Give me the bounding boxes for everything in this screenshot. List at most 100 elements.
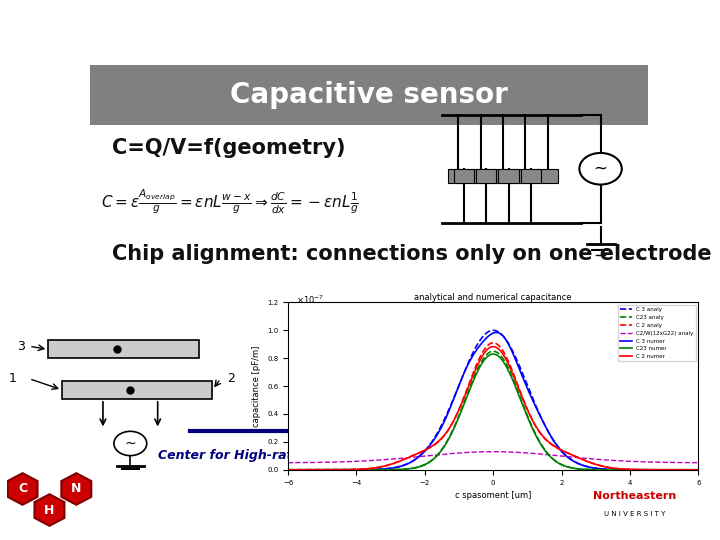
Bar: [90, 431, 648, 481]
C 2 analy: [528, 418, 537, 425]
C 3 numer: [479, 339, 487, 345]
X-axis label: c spasoment [um]: c spasoment [um]: [455, 491, 531, 500]
C23 numer: [621, 467, 629, 473]
C 3 analy: [528, 396, 537, 402]
C 3 numer: [685, 467, 693, 473]
C2/W(12xG22) analy: [507, 449, 516, 455]
C2/W(12xG22) analy: [284, 460, 292, 466]
Circle shape: [580, 153, 622, 185]
C23 analy: [507, 370, 516, 377]
FancyBboxPatch shape: [493, 168, 513, 183]
Text: N: N: [71, 482, 81, 496]
C 3 analy: [481, 330, 490, 337]
C 2 analy: [694, 467, 703, 473]
Text: U N I V E R S I T Y: U N I V E R S I T Y: [603, 511, 665, 517]
C 2 analy: [479, 348, 487, 355]
FancyBboxPatch shape: [521, 168, 541, 183]
Line: C2/W(12xG22) analy: C2/W(12xG22) analy: [288, 451, 698, 463]
C 3 analy: [488, 327, 497, 334]
Text: 1: 1: [9, 372, 17, 385]
Line: C 2 numer: C 2 numer: [288, 347, 698, 470]
C 3 analy: [507, 345, 516, 351]
C 3 analy: [694, 467, 703, 473]
Circle shape: [114, 431, 147, 456]
Text: Center for High-rate Nanomanufacturing: Center for High-rate Nanomanufacturing: [158, 449, 446, 462]
C23 analy: [481, 353, 490, 359]
C 2 numer: [694, 467, 703, 473]
C 3 numer: [528, 398, 537, 404]
C2/W(12xG22) analy: [685, 460, 693, 466]
FancyBboxPatch shape: [48, 340, 199, 359]
Text: 3: 3: [17, 340, 24, 353]
Text: $C = \varepsilon \frac{A_{overlap}}{g} = \varepsilon n L \frac{w - x}{g} \Righta: $C = \varepsilon \frac{A_{overlap}}{g} =…: [101, 187, 359, 217]
FancyBboxPatch shape: [449, 168, 468, 183]
C 2 analy: [507, 364, 516, 370]
C 2 numer: [481, 348, 490, 355]
C 3 numer: [507, 346, 516, 352]
Text: C=Q/V=f(geometry): C=Q/V=f(geometry): [112, 138, 346, 158]
Text: ~: ~: [593, 160, 608, 178]
C23 analy: [488, 348, 497, 354]
Legend: C 3 analy, C23 analy, C 2 analy, C2/W(12xG22) analy, C 3 numer, C23 numer, C 2 n: C 3 analy, C23 analy, C 2 analy, C2/W(12…: [618, 305, 696, 361]
Line: C 3 numer: C 3 numer: [288, 333, 698, 470]
C 3 numer: [492, 329, 500, 336]
C 3 numer: [694, 467, 703, 473]
C 2 analy: [685, 467, 693, 473]
C 2 analy: [621, 466, 629, 472]
C 3 analy: [621, 467, 629, 473]
C 3 numer: [284, 467, 292, 473]
C 2 analy: [488, 340, 497, 346]
C 3 analy: [479, 333, 487, 340]
C23 numer: [507, 373, 516, 379]
C 3 analy: [284, 467, 292, 473]
FancyBboxPatch shape: [454, 168, 474, 183]
C23 numer: [694, 467, 703, 473]
C23 analy: [479, 356, 487, 362]
C23 analy: [284, 467, 292, 473]
C23 numer: [479, 359, 487, 365]
FancyBboxPatch shape: [471, 168, 490, 183]
C 2 numer: [479, 352, 487, 358]
C 3 analy: [685, 467, 693, 473]
C 2 numer: [621, 466, 629, 472]
C23 analy: [694, 467, 703, 473]
C 2 analy: [284, 467, 292, 473]
C2/W(12xG22) analy: [479, 449, 487, 455]
Text: C: C: [18, 482, 27, 496]
C23 numer: [685, 467, 693, 473]
Y-axis label: capacitance [pF/m]: capacitance [pF/m]: [253, 346, 261, 427]
FancyBboxPatch shape: [538, 168, 557, 183]
C23 numer: [481, 355, 490, 362]
Title: analytical and numerical capacitance: analytical and numerical capacitance: [415, 293, 572, 302]
Text: ~: ~: [125, 436, 136, 450]
C2/W(12xG22) analy: [528, 450, 537, 457]
Text: H: H: [44, 503, 55, 517]
C23 analy: [528, 426, 537, 432]
FancyBboxPatch shape: [90, 65, 648, 125]
FancyBboxPatch shape: [62, 381, 212, 399]
C23 numer: [488, 351, 497, 357]
C2/W(12xG22) analy: [481, 449, 490, 455]
C2/W(12xG22) analy: [621, 458, 629, 464]
Text: 2: 2: [228, 372, 235, 385]
C 2 numer: [528, 418, 537, 424]
C23 analy: [621, 467, 629, 473]
C2/W(12xG22) analy: [488, 448, 497, 455]
FancyBboxPatch shape: [498, 168, 518, 183]
Line: C 2 analy: C 2 analy: [288, 343, 698, 470]
C23 numer: [528, 427, 537, 433]
C 2 numer: [685, 467, 693, 473]
C 2 numer: [507, 366, 516, 373]
C 2 analy: [481, 345, 490, 352]
Text: Northeastern: Northeastern: [593, 491, 676, 501]
C 3 numer: [481, 336, 490, 342]
C23 analy: [685, 467, 693, 473]
Text: Chip alignment: connections only on one electrode: Chip alignment: connections only on one …: [112, 244, 712, 264]
Text: Capacitive sensor: Capacitive sensor: [230, 81, 508, 109]
C 2 numer: [284, 467, 292, 473]
Line: C 3 analy: C 3 analy: [288, 330, 698, 470]
C 2 numer: [488, 343, 497, 350]
C 3 numer: [621, 467, 629, 473]
Line: C23 analy: C23 analy: [288, 351, 698, 470]
C2/W(12xG22) analy: [694, 460, 703, 466]
